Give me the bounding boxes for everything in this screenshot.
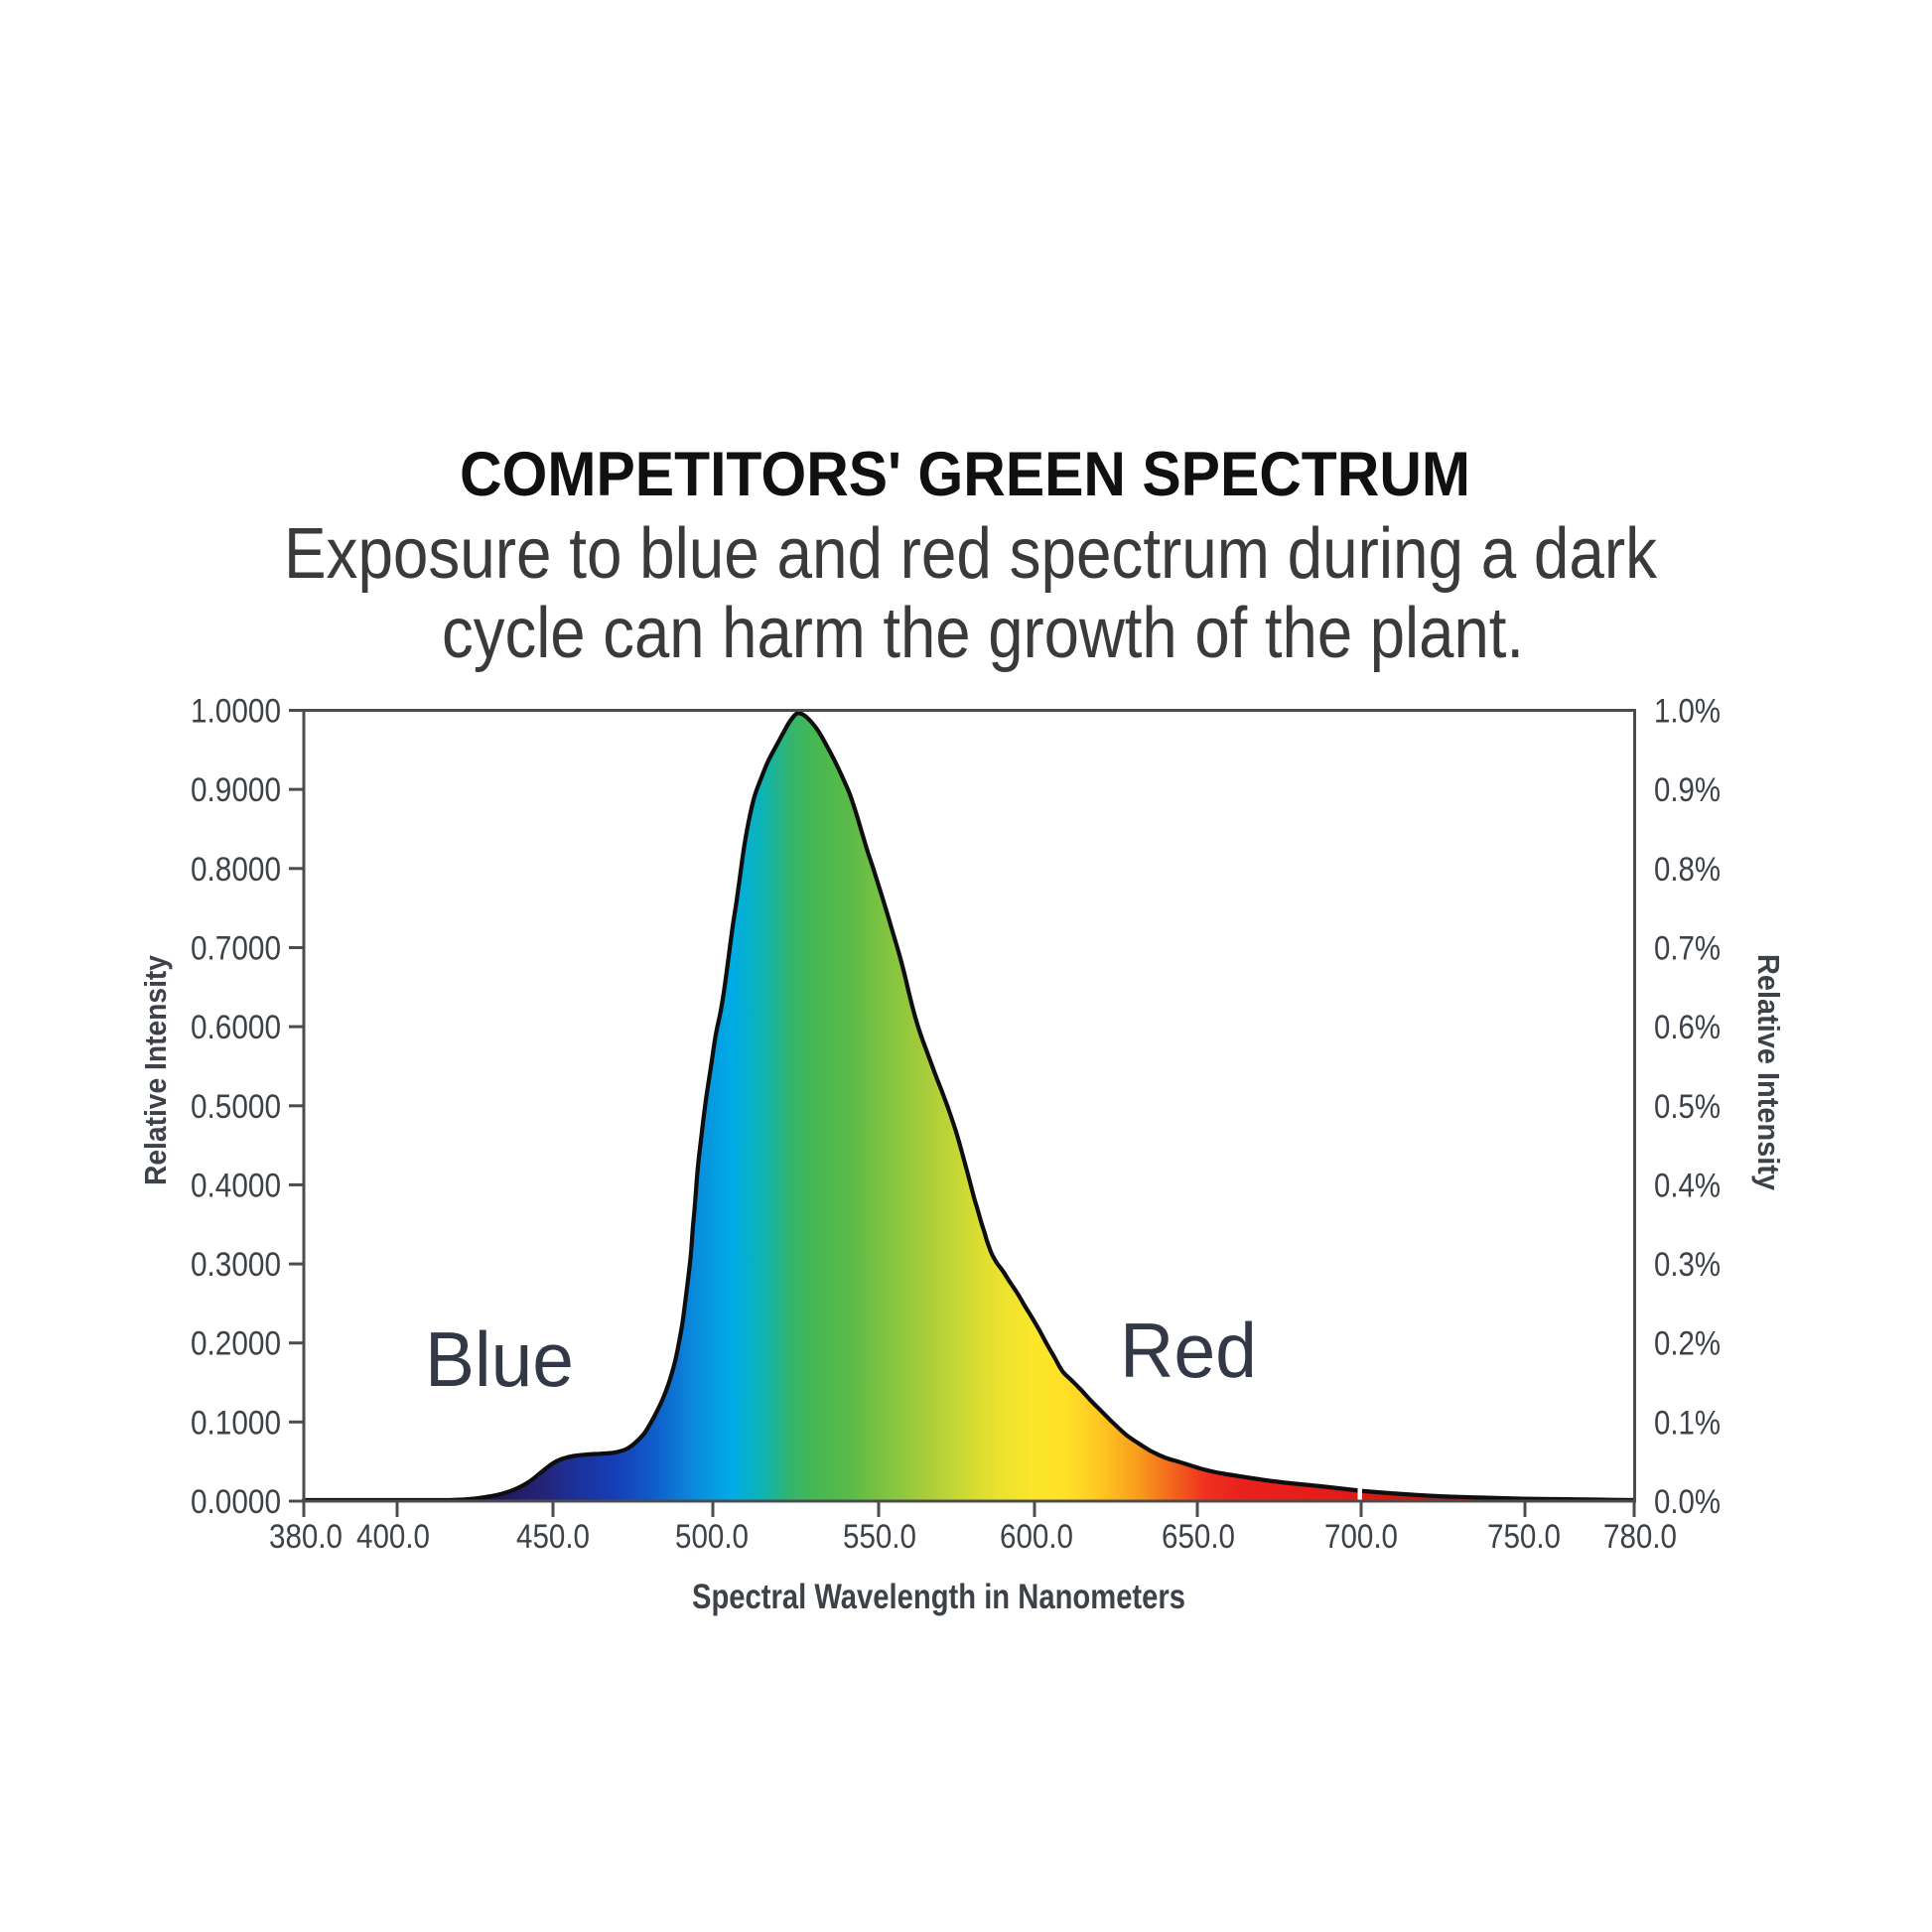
svg-text:500.0: 500.0 (675, 1518, 749, 1556)
svg-text:0.4000: 0.4000 (191, 1167, 281, 1204)
svg-text:Relative Intensity: Relative Intensity (1751, 954, 1786, 1191)
svg-text:400.0: 400.0 (356, 1518, 430, 1556)
svg-text:0.0%: 0.0% (1654, 1483, 1721, 1521)
svg-text:0.2%: 0.2% (1654, 1325, 1721, 1363)
svg-text:Blue: Blue (425, 1315, 574, 1403)
svg-text:0.9000: 0.9000 (191, 771, 281, 809)
svg-text:750.0: 750.0 (1487, 1518, 1561, 1556)
svg-text:0.5000: 0.5000 (191, 1088, 281, 1126)
svg-text:0.4%: 0.4% (1654, 1167, 1721, 1204)
svg-text:Spectral Wavelength in Nanomet: Spectral Wavelength in Nanometers (692, 1578, 1185, 1616)
svg-text:0.1000: 0.1000 (191, 1404, 281, 1442)
svg-text:0.9%: 0.9% (1654, 771, 1721, 809)
svg-text:0.8000: 0.8000 (191, 851, 281, 889)
svg-text:0.2000: 0.2000 (191, 1325, 281, 1363)
svg-text:450.0: 450.0 (516, 1518, 590, 1556)
svg-text:780.0: 780.0 (1603, 1518, 1677, 1556)
svg-text:0.6000: 0.6000 (191, 1009, 281, 1046)
svg-text:COMPETITORS' GREEN SPECTRUM: COMPETITORS' GREEN SPECTRUM (460, 440, 1470, 509)
svg-text:0.8%: 0.8% (1654, 851, 1721, 889)
svg-text:0.7000: 0.7000 (191, 930, 281, 968)
svg-text:1.0000: 1.0000 (191, 693, 281, 731)
svg-text:380.0: 380.0 (269, 1518, 343, 1556)
svg-text:0.0000: 0.0000 (191, 1483, 281, 1521)
svg-text:Exposure to blue and red spect: Exposure to blue and red spectrum during… (284, 514, 1658, 594)
svg-text:0.3%: 0.3% (1654, 1246, 1721, 1284)
svg-text:0.6%: 0.6% (1654, 1009, 1721, 1046)
svg-text:600.0: 600.0 (1000, 1518, 1073, 1556)
svg-text:Relative Intensity: Relative Intensity (138, 954, 173, 1185)
svg-text:cycle can harm the growth of t: cycle can harm the growth of the plant. (442, 594, 1524, 673)
svg-text:550.0: 550.0 (843, 1518, 916, 1556)
svg-text:1.0%: 1.0% (1654, 693, 1721, 731)
svg-text:0.3000: 0.3000 (191, 1246, 281, 1284)
svg-text:650.0: 650.0 (1162, 1518, 1235, 1556)
svg-text:0.5%: 0.5% (1654, 1088, 1721, 1126)
svg-text:0.7%: 0.7% (1654, 930, 1721, 968)
svg-text:700.0: 700.0 (1324, 1518, 1398, 1556)
svg-text:Red: Red (1120, 1307, 1257, 1394)
svg-text:0.1%: 0.1% (1654, 1404, 1721, 1442)
